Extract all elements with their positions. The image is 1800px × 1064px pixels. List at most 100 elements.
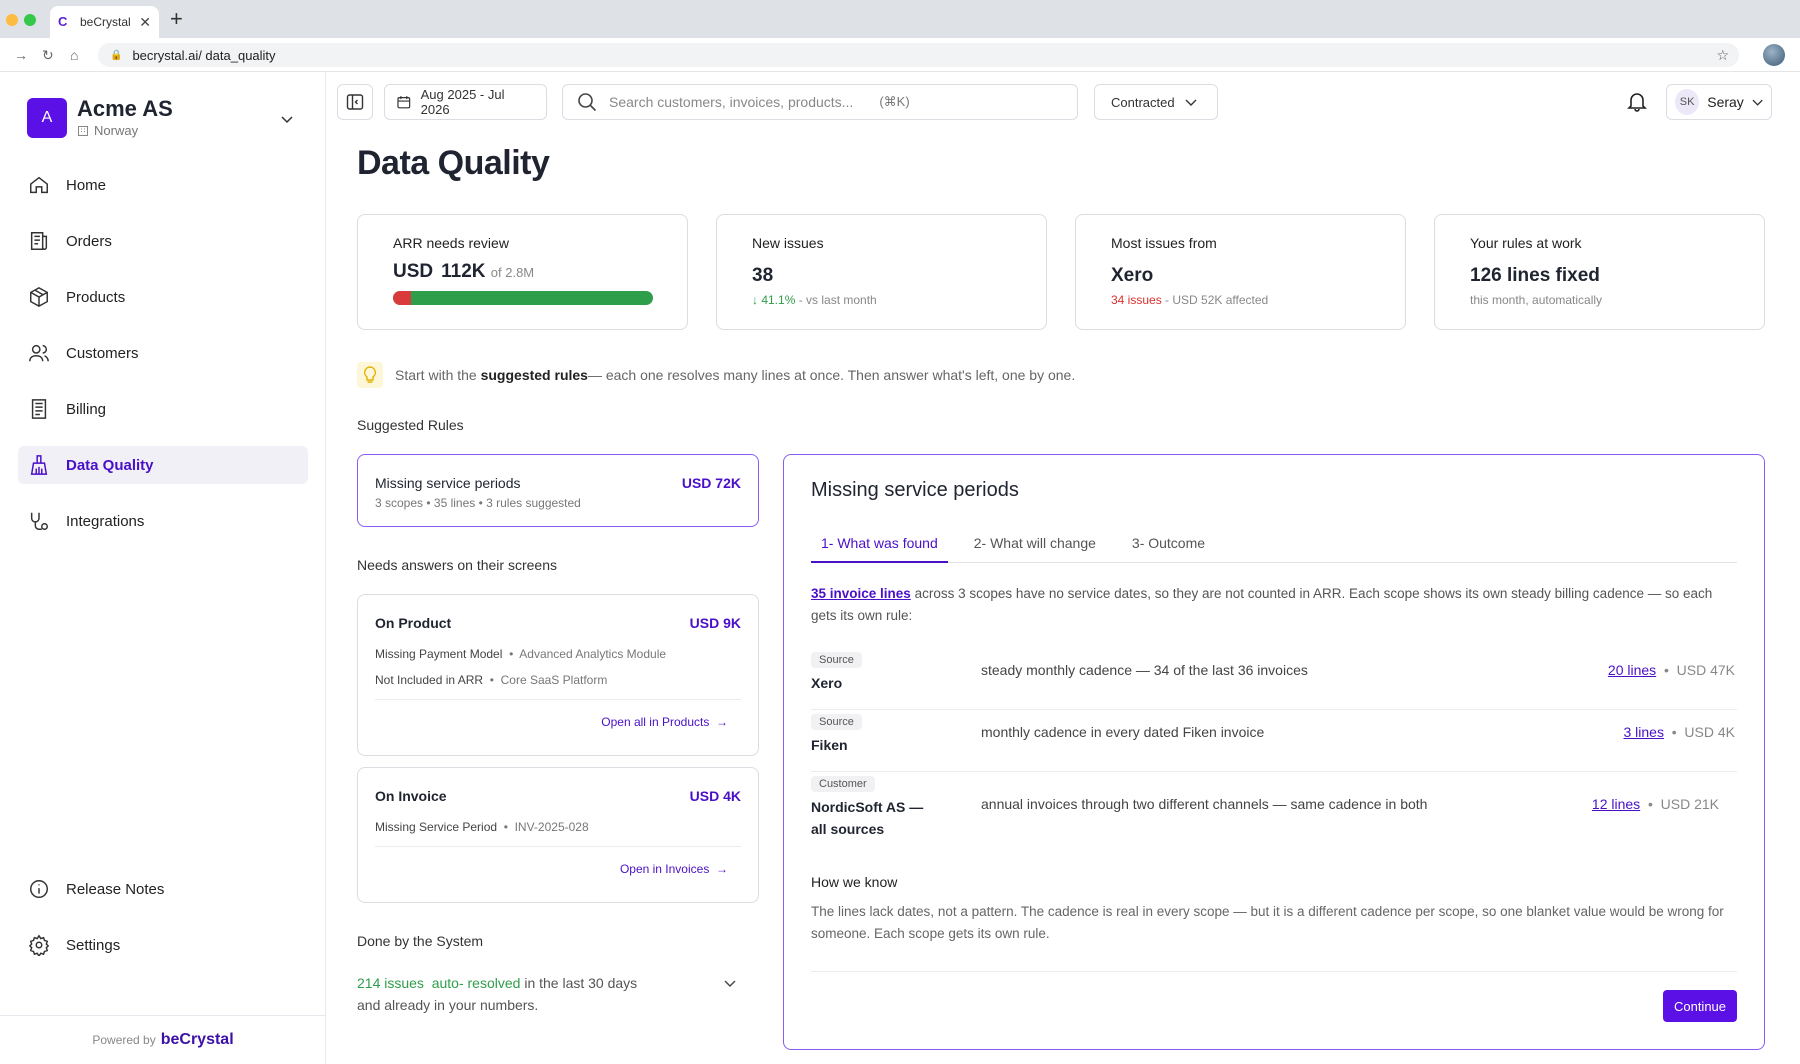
bookmark-star-icon[interactable]: ☆ [1716,46,1729,63]
tab-outcome[interactable]: 3- Outcome [1131,535,1206,551]
card-amount: USD 4K [689,788,741,804]
product-issue-row[interactable]: Missing Payment Model • Advanced Analyti… [375,647,667,661]
info-icon [30,880,48,898]
reload-icon[interactable]: ↻ [42,47,54,63]
detail-intro: 35 invoice lines across 3 scopes have no… [811,583,1741,627]
arrow-right-icon: → [716,715,728,729]
continue-button[interactable]: Continue [1663,990,1737,1022]
kpi-label: New issues [752,235,824,251]
new-tab-icon[interactable]: + [170,6,183,31]
scope-lines-link[interactable]: 12 lines [1591,796,1641,812]
tab-what-was-found[interactable]: 1- What was found [811,527,948,563]
user-menu[interactable]: SK Seray [1666,84,1772,120]
search-icon [578,93,597,112]
on-invoice-card: On Invoice USD 4K Missing Service Period… [357,767,759,903]
chevron-down-icon[interactable] [723,976,737,990]
scope-row: Customer NordicSoft AS — all sources ann… [811,774,1737,854]
rule-title: Missing service periods [375,475,521,491]
sidebar-item-label: Home [66,176,107,194]
gear-icon [28,934,50,956]
home-browser-icon[interactable]: ⌂ [70,47,79,63]
box-icon [30,286,48,308]
tab-close-icon[interactable]: ✕ [139,13,151,30]
search-input[interactable]: Search customers, invoices, products... … [562,84,1078,120]
sidebar-item-integrations[interactable]: Integrations [18,502,308,540]
sidebar-item-customers[interactable]: Customers [18,334,308,372]
issue-item: Advanced Analytics Module [519,647,667,661]
sidebar-item-billing[interactable]: Billing [18,390,308,428]
sidebar-item-data-quality[interactable]: Data Quality [18,446,308,484]
auto-resolved-label: auto- resolved [431,975,521,991]
sidebar-item-products[interactable]: Products [18,278,308,316]
intro-text: across 3 scopes have no service dates, s… [811,586,1713,623]
sidebar-toggle-icon [346,94,364,110]
window-zoom-button[interactable] [24,14,36,26]
card-title: On Invoice [375,788,447,804]
scope-name: Fiken [811,737,848,753]
kpi-card-arr-review: ARR needs review USD 112K of 2.8M [357,214,688,330]
contracted-filter-label: Contracted [1111,94,1175,110]
arrow-right-icon: → [716,862,728,876]
invoice-lines-link[interactable]: 35 invoice lines [811,586,911,601]
search-placeholder: Search customers, invoices, products... [609,94,854,110]
lightbulb-icon [357,362,383,388]
needs-answers-heading: Needs answers on their screens [357,557,557,573]
issue-item: Core SaaS Platform [500,673,608,687]
sidebar-toggle-button[interactable] [337,84,373,120]
tab-what-will-change[interactable]: 2- What will change [973,535,1096,551]
broom-icon [30,455,48,475]
issue-type: Missing Payment Model [375,647,503,661]
sidebar-item-release-notes[interactable]: Release Notes [18,870,308,908]
chevron-down-icon [1752,99,1763,106]
lock-icon: 🔒 [110,49,123,61]
suggested-rule-card[interactable]: Missing service periods 3 scopes • 35 li… [357,454,759,527]
browser-tab[interactable]: C beCrystal ✕ [50,6,159,38]
open-in-invoices-link[interactable]: Open in Invoices → [620,862,728,876]
product-issue-row[interactable]: Not Included in ARR • Core SaaS Platform [375,673,608,687]
scope-lines-link[interactable]: 3 lines [1623,724,1664,740]
billing-icon [31,399,47,419]
auto-resolved-summary[interactable]: 214 issues auto- resolved in the last 30… [357,972,737,1016]
becrystal-logo: beCrystal [160,1031,234,1048]
scope-name: Xero [811,675,843,691]
link-label: Open all in Products [601,715,710,729]
suggested-rules-heading: Suggested Rules [357,417,464,433]
date-range-label: Aug 2025 - Jul 2026 [420,87,505,117]
sidebar: A Acme AS Norway Home Orders Products [0,72,326,1064]
sidebar-item-settings[interactable]: Settings [18,926,308,964]
issue-type: Missing Service Period [375,820,498,834]
powered-by-footer: Powered by beCrystal [0,1015,326,1064]
sidebar-item-label: Settings [66,936,121,954]
window-minimize-button[interactable] [6,14,18,26]
browser-profile-avatar[interactable] [1763,44,1785,66]
sidebar-item-label: Products [66,288,126,306]
top-bar: Aug 2025 - Jul 2026 Search customers, in… [327,72,1800,132]
date-range-picker[interactable]: Aug 2025 - Jul 2026 [384,84,547,120]
rule-meta: 3 scopes • 35 lines • 3 rules suggested [375,496,581,510]
sidebar-item-orders[interactable]: Orders [18,222,308,260]
rule-detail-panel: Missing service periods 1- What was foun… [783,454,1765,1050]
org-avatar: A [27,97,67,138]
contracted-filter-dropdown[interactable]: Contracted [1094,84,1218,120]
invoice-issue-row[interactable]: Missing Service Period • INV-2025-028 [375,820,589,834]
kpi-card-most-issues: Most issues from Xero 34 issues - USD 52… [1075,214,1406,330]
scope-lines-link[interactable]: 20 lines [1607,662,1657,678]
sidebar-item-label: Customers [66,344,139,362]
chevron-down-icon[interactable] [280,112,294,126]
scope-amount: USD 47K [1676,662,1735,678]
url-text: becrystal.ai/ data_quality [132,47,276,63]
sidebar-item-label: Billing [66,400,107,418]
kpi-value: 38 [752,265,774,286]
org-switcher[interactable]: A Acme AS Norway [27,97,173,138]
url-field[interactable]: 🔒 becrystal.ai/ data_quality ☆ [98,43,1739,67]
arr-review-progress-fill [393,291,411,305]
scope-amount: USD 4K [1684,724,1735,740]
kpi-card-rules-at-work: Your rules at work 126 lines fixed this … [1434,214,1765,330]
divider [811,971,1737,972]
sidebar-item-label: Integrations [66,512,145,530]
open-all-products-link[interactable]: Open all in Products → [601,715,728,729]
notification-bell-icon[interactable] [1626,90,1648,112]
user-name: Seray [1707,94,1744,110]
sidebar-item-home[interactable]: Home [18,166,308,204]
forward-icon[interactable]: → [14,47,28,63]
